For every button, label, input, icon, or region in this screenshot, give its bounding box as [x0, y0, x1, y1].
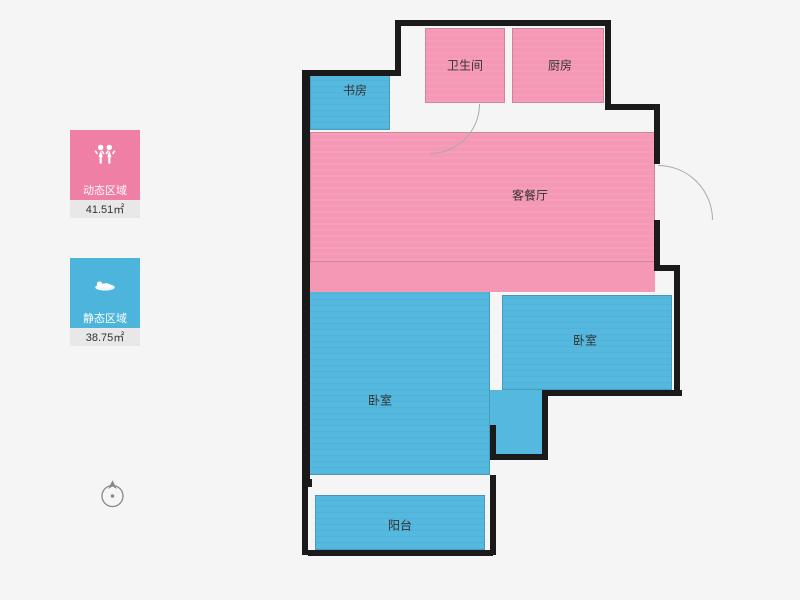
wall-0	[302, 70, 310, 485]
wall-10	[542, 390, 682, 396]
room-label-kitchen: 厨房	[548, 57, 572, 74]
wall-5	[605, 104, 660, 110]
wall-9	[674, 265, 680, 395]
legend-dynamic: 动态区域 41.51㎡	[70, 130, 140, 218]
wall-3	[395, 20, 610, 26]
wall-17	[302, 479, 308, 555]
room-label-bedroom1: 卧室	[573, 332, 597, 349]
legend-panel: 动态区域 41.51㎡ 静态区域 38.75㎡	[70, 130, 140, 386]
wall-11	[542, 390, 548, 460]
door-arc	[430, 104, 480, 154]
legend-dynamic-value: 41.51㎡	[70, 200, 140, 218]
wall-15	[308, 550, 493, 556]
compass-icon	[95, 475, 130, 510]
wall-2	[395, 20, 401, 76]
wall-6	[654, 104, 660, 164]
wall-12	[490, 454, 548, 460]
legend-static-value: 38.75㎡	[70, 328, 140, 346]
room-label-bedroom2: 卧室	[368, 392, 392, 409]
legend-dynamic-label: 动态区域	[70, 180, 140, 200]
wall-1	[302, 70, 397, 76]
wall-13	[490, 425, 496, 460]
room-label-bathroom: 卫生间	[447, 57, 483, 74]
wall-14	[490, 475, 496, 555]
legend-static: 静态区域 38.75㎡	[70, 258, 140, 346]
room-label-balcony: 阳台	[388, 517, 412, 534]
floorplan: 书房卫生间厨房客餐厅卧室卧室阳台	[280, 20, 710, 580]
room-living	[310, 132, 655, 262]
sleep-icon	[70, 258, 140, 308]
door-arc-main	[658, 165, 713, 220]
wall-7	[654, 220, 660, 270]
room-label-study: 书房	[343, 82, 367, 99]
room-label-living: 客餐厅	[512, 187, 548, 204]
wall-4	[605, 20, 611, 110]
legend-static-label: 静态区域	[70, 308, 140, 328]
people-icon	[70, 130, 140, 180]
room-bedroom2	[305, 285, 490, 475]
hallway2	[490, 390, 545, 460]
hallway	[310, 262, 655, 292]
